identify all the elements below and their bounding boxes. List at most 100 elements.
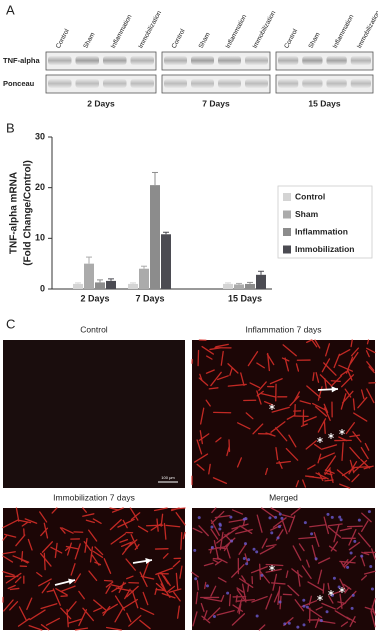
nucleus <box>360 554 364 558</box>
band <box>164 56 187 65</box>
error-bar <box>97 279 103 283</box>
fiber <box>327 582 330 590</box>
blot <box>45 51 157 71</box>
row-label: Ponceau <box>3 79 35 88</box>
fiber <box>306 385 321 399</box>
fiber <box>12 555 30 563</box>
band <box>326 79 347 88</box>
fiber <box>297 570 301 587</box>
fiber <box>313 531 320 548</box>
fiber <box>85 519 95 524</box>
nucleus <box>357 518 361 522</box>
fiber <box>191 571 199 578</box>
band <box>245 56 268 65</box>
nucleus <box>303 521 307 525</box>
fiber <box>132 591 139 609</box>
fiber <box>315 406 328 417</box>
lane-label: Immobilization <box>137 9 163 49</box>
fiber <box>272 573 278 591</box>
fiber <box>256 390 262 405</box>
fiber <box>333 353 341 369</box>
fiber <box>317 569 323 585</box>
fiber <box>84 537 88 553</box>
bar <box>161 234 171 289</box>
panel-letter: B <box>6 120 15 135</box>
fiber <box>2 534 8 541</box>
image-title: Inflammation 7 days <box>245 324 321 334</box>
nucleus <box>305 605 309 609</box>
fiber <box>50 546 63 554</box>
fiber <box>114 606 124 623</box>
band <box>218 56 241 65</box>
fiber <box>271 406 290 413</box>
fiber <box>210 528 219 540</box>
fiber <box>237 598 243 613</box>
fiber <box>288 434 297 448</box>
fiber <box>284 357 290 372</box>
fiber <box>223 539 233 552</box>
fiber <box>250 565 268 574</box>
y-axis-label: (Fold Change/Control) <box>23 160 34 266</box>
fiber <box>349 446 361 460</box>
nucleus <box>268 516 272 520</box>
fiber <box>142 560 150 578</box>
fiber <box>74 543 81 560</box>
bar <box>245 283 255 289</box>
fiber <box>208 387 219 390</box>
fiber <box>324 343 331 357</box>
fiber <box>7 584 16 590</box>
fiber <box>292 545 302 561</box>
fiber <box>360 389 365 400</box>
fiber <box>328 595 334 604</box>
fiber <box>352 431 362 443</box>
fiber <box>39 511 48 523</box>
bar <box>95 282 105 289</box>
fiber <box>371 605 376 616</box>
lane-label: Inflammation <box>110 13 134 49</box>
lane-label: Inflammation <box>225 13 249 49</box>
band <box>48 79 72 88</box>
fiber <box>139 571 148 588</box>
fiber <box>153 507 168 512</box>
group-label: 7 Days <box>202 98 230 108</box>
x-tick-label: 7 Days <box>135 293 164 303</box>
x-tick-label: 15 Days <box>228 293 262 303</box>
lane-label: Immobilization <box>252 9 278 49</box>
nucleus <box>353 539 357 543</box>
fiber <box>311 339 318 348</box>
fiber <box>265 432 276 437</box>
fiber <box>329 468 334 484</box>
legend-swatch <box>283 228 291 236</box>
fiber <box>366 347 376 354</box>
fiber <box>236 457 243 468</box>
fiber <box>270 421 286 433</box>
fiber <box>93 599 107 611</box>
nucleus <box>370 587 374 591</box>
fiber <box>281 357 290 362</box>
nucleus <box>302 623 306 627</box>
fiber <box>155 588 165 591</box>
error-bar <box>163 231 169 235</box>
fiber <box>258 381 267 391</box>
nucleus <box>338 515 342 519</box>
bar <box>150 185 160 289</box>
fiber <box>227 363 239 374</box>
fiber <box>340 621 349 627</box>
nucleus <box>218 522 222 526</box>
fiber <box>231 564 245 578</box>
fiber <box>82 507 87 513</box>
fiber <box>9 587 20 591</box>
blot <box>275 74 374 94</box>
fiber <box>210 510 225 524</box>
fiber <box>67 618 83 624</box>
fiber <box>40 624 50 631</box>
band <box>302 56 323 65</box>
fiber <box>238 543 247 555</box>
fiber <box>285 447 299 461</box>
fiber <box>105 626 122 631</box>
asterisk <box>328 590 334 596</box>
fiber <box>89 546 94 563</box>
bar <box>256 274 266 289</box>
fiber <box>258 624 266 631</box>
fiber <box>66 542 72 556</box>
